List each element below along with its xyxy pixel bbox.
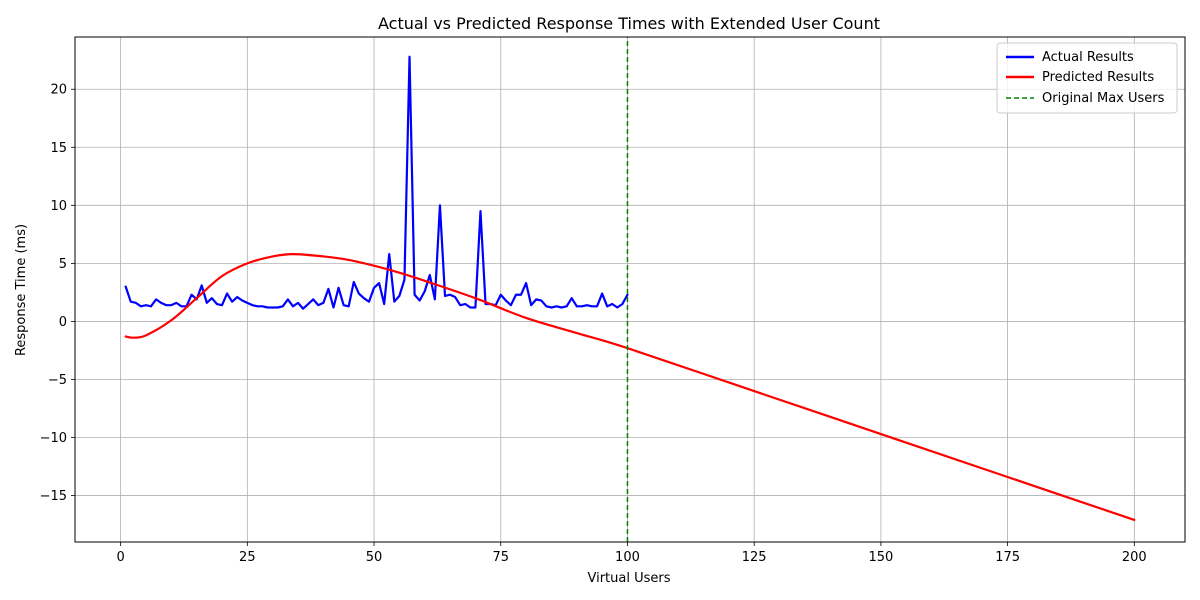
y-tick-label: 15 [50, 141, 67, 156]
plot-frame [74, 36, 1186, 543]
legend-label-predicted: Predicted Results [1042, 70, 1154, 85]
x-axis-ticks: 0 25 50 75 100 125 150 175 200 [116, 542, 1147, 565]
x-tick-label: 100 [615, 550, 640, 565]
y-tick-label: −5 [48, 373, 67, 388]
legend-box [996, 42, 1178, 114]
y-tick-label: 0 [59, 315, 67, 330]
y-axis-ticks: −15 −10 −5 0 5 10 15 20 [40, 83, 75, 504]
y-tick-label: −10 [40, 431, 67, 446]
y-tick-label: 5 [59, 257, 67, 272]
legend-label-actual: Actual Results [1042, 50, 1134, 65]
y-axis-label: Response Time (ms) [14, 224, 29, 356]
legend-label-original-max: Original Max Users [1042, 91, 1165, 106]
y-tick-label: −15 [40, 489, 67, 504]
x-axis-label: Virtual Users [587, 571, 670, 586]
x-tick-label: 75 [492, 550, 509, 565]
y-tick-label: 20 [50, 83, 67, 98]
x-tick-label: 0 [116, 550, 124, 565]
legend: Actual Results Predicted Results Origina… [996, 42, 1178, 114]
x-tick-label: 175 [995, 550, 1020, 565]
chart-title: Actual vs Predicted Response Times with … [378, 14, 880, 33]
series-line-predicted [124, 252, 1136, 522]
series-line-actual [124, 55, 629, 310]
x-tick-label: 25 [239, 550, 256, 565]
y-tick-label: 10 [50, 199, 67, 214]
grid-lines [75, 37, 1185, 542]
x-tick-label: 150 [868, 550, 893, 565]
x-tick-label: 50 [366, 550, 383, 565]
x-tick-label: 125 [742, 550, 767, 565]
series-group [124, 37, 1136, 542]
x-tick-label: 200 [1122, 550, 1147, 565]
